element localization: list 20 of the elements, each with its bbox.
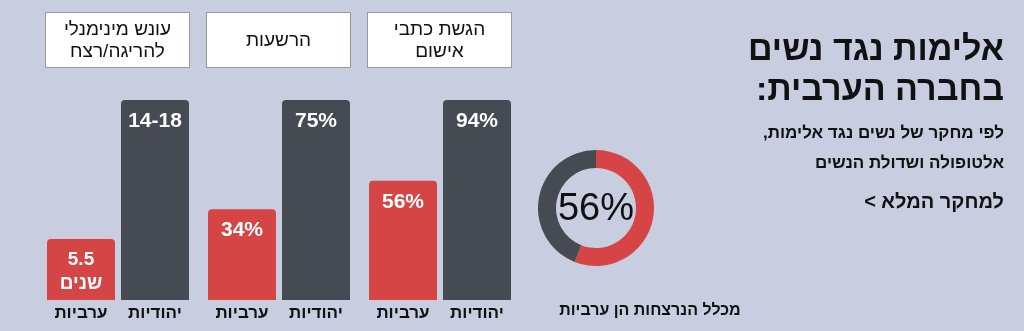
x-tick-label: יהודיות: [449, 303, 505, 323]
data-label: 14-18: [127, 108, 183, 132]
data-label: 56%: [381, 188, 425, 213]
data-label: 56%: [556, 186, 636, 229]
chart-title: הגשת כתבי אישום: [367, 12, 512, 68]
x-tick-label: ערביות: [375, 303, 431, 323]
x-tick-label: ערביות: [53, 303, 109, 323]
x-tick-label: יהודיות: [288, 303, 344, 323]
x-tick-label: יהודיות: [127, 303, 183, 323]
data-label: 34%: [220, 217, 264, 242]
text: לפי מחקר של נשים נגד אלימות, אלטופולה ושדולת הנשים: [762, 122, 1004, 174]
text: מכלל הנרצחות הן ערביות: [558, 301, 742, 319]
data-label: 5.5 שנים: [58, 246, 104, 295]
chart-title: עונש מינימנלי להריגה/רצח: [45, 12, 190, 68]
data-label: 94%: [455, 108, 499, 132]
x-tick-label: ערביות: [214, 303, 270, 323]
data-label: 75%: [294, 108, 338, 132]
text: למחקר המלא >: [863, 190, 1004, 213]
chart-title: הרשעות: [206, 12, 351, 68]
text: אלימות נגד נשים בחברה הערבית:: [747, 28, 1004, 108]
